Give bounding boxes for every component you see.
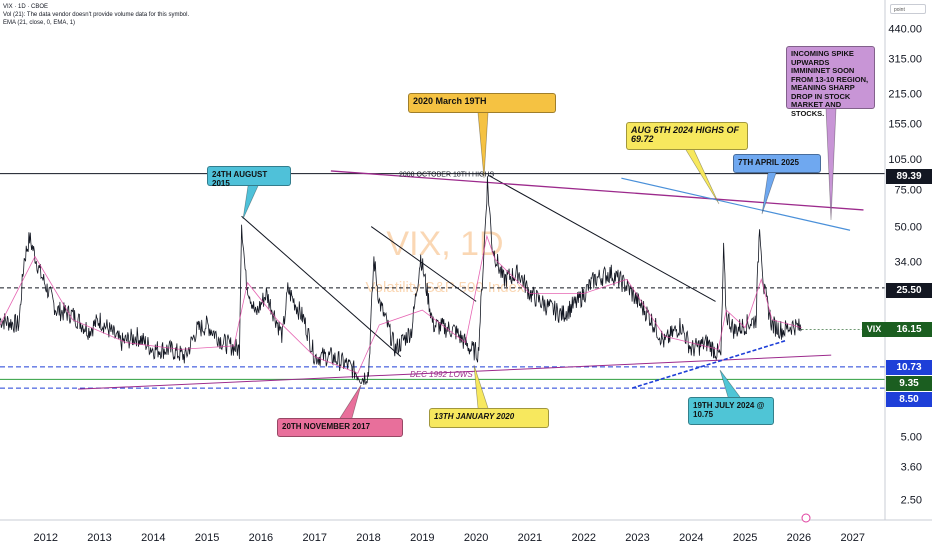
callout-jul-2024[interactable]: 19TH JULY 2024 @ 10.75 xyxy=(688,397,774,425)
x-tick-label: 2013 xyxy=(87,532,111,544)
callout-pointer xyxy=(825,108,837,221)
x-tick-label: 2016 xyxy=(249,532,273,544)
y-tick-label: 315.00 xyxy=(888,54,922,66)
x-tick-label: 2020 xyxy=(464,532,488,544)
callout-pointer xyxy=(685,149,720,205)
watermark-symbol: VIX, 1D xyxy=(386,225,503,263)
callout-mar-2020[interactable]: 2020 March 19TH xyxy=(408,93,556,113)
price-tag-current: 16.15 xyxy=(886,322,932,337)
ema-series xyxy=(0,234,802,374)
label-1992-lows: DEC 1992 LOWS xyxy=(410,370,473,379)
callout-jan-2020[interactable]: 13TH JANUARY 2020 xyxy=(429,408,549,428)
symbol-legend[interactable]: VIX · 1D · CBOE xyxy=(3,4,49,10)
y-tick-label: 2.50 xyxy=(901,495,922,507)
callout-apr-2025[interactable]: 7TH APRIL 2025 xyxy=(733,154,821,173)
trendline xyxy=(487,174,716,302)
symbol-tag-current: VIX xyxy=(862,322,886,337)
x-tick-label: 2024 xyxy=(679,532,703,544)
y-tick-label: 215.00 xyxy=(888,89,922,101)
callout-pointer xyxy=(473,364,489,409)
drawing-tool-selector[interactable]: point xyxy=(890,4,926,14)
x-tick-label: 2015 xyxy=(195,532,219,544)
price-tag-support-2: 9.35 xyxy=(886,376,932,391)
x-tick-label: 2026 xyxy=(787,532,811,544)
event-icon xyxy=(801,513,811,523)
trendline xyxy=(631,339,786,389)
x-tick-label: 2018 xyxy=(356,532,380,544)
y-tick-label: 105.00 xyxy=(888,154,922,166)
watermark-subtitle: Volatility S&P 500 Index xyxy=(366,279,525,296)
trendline xyxy=(621,177,851,231)
callout-nov-2017[interactable]: 20TH NOVEMBER 2017 xyxy=(277,418,403,437)
trendline xyxy=(241,215,402,358)
x-tick-label: 2021 xyxy=(518,532,542,544)
callout-pointer xyxy=(242,185,259,220)
x-tick-label: 2022 xyxy=(571,532,595,544)
price-tag-support-3: 8.50 xyxy=(886,392,932,407)
y-tick-label: 5.00 xyxy=(901,431,922,443)
x-tick-label: 2019 xyxy=(410,532,434,544)
label-2008-highs: 2008 OCTOBER 18TH HIGHS xyxy=(399,172,495,179)
callout-aug-2024[interactable]: AUG 6TH 2024 HIGHS OF 69.72 xyxy=(626,122,748,150)
x-tick-label: 2014 xyxy=(141,532,165,544)
callout-pointer xyxy=(477,112,489,179)
callout-pointer xyxy=(719,369,741,398)
callout-incoming-spike[interactable]: INCOMING SPIKE UPWARDS IMMININET SOON FR… xyxy=(786,46,875,117)
x-tick-label: 2017 xyxy=(302,532,326,544)
y-tick-label: 440.00 xyxy=(888,23,922,35)
vix-price-series xyxy=(0,176,802,386)
trendline xyxy=(370,226,477,302)
y-tick-label: 155.00 xyxy=(888,118,922,130)
y-tick-label: 50.00 xyxy=(894,222,922,234)
x-tick-label: 2027 xyxy=(840,532,864,544)
y-tick-label: 34.00 xyxy=(894,257,922,269)
y-tick-label: 75.00 xyxy=(894,185,922,197)
price-tag-support-1: 10.73 xyxy=(886,360,932,375)
x-tick-label: 2012 xyxy=(33,532,57,544)
price-tag-resistance: 25.50 xyxy=(886,283,932,298)
callout-pointer xyxy=(339,384,362,419)
volume-legend[interactable]: Vol (21): The data vendor doesn't provid… xyxy=(3,12,190,18)
price-tag-high: 89.39 xyxy=(886,169,932,184)
ema-legend[interactable]: EMA (21, close, 0, EMA, 1) xyxy=(3,20,76,26)
callout-pointer xyxy=(761,172,777,215)
trendline xyxy=(330,170,864,211)
x-tick-label: 2023 xyxy=(625,532,649,544)
y-tick-label: 3.60 xyxy=(901,461,922,473)
trendline xyxy=(77,354,832,390)
x-tick-label: 2025 xyxy=(733,532,757,544)
callout-aug-2015[interactable]: 24TH AUGUST 2015 xyxy=(207,166,291,188)
